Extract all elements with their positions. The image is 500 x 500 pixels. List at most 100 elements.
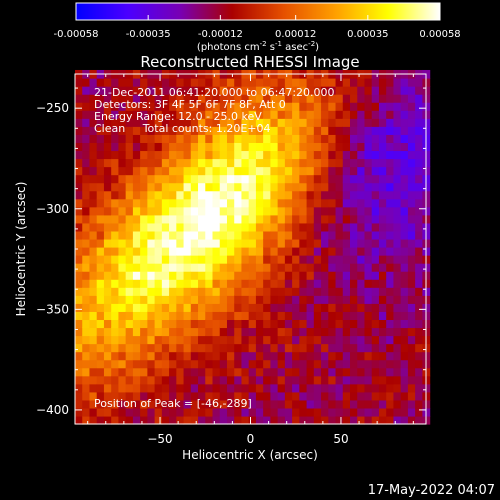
- heatmap-cell: [350, 142, 358, 152]
- heatmap-cell: [226, 383, 235, 393]
- heatmap-cell: [212, 206, 221, 216]
- heatmap-cell: [154, 126, 163, 135]
- heatmap-cell: [378, 255, 387, 264]
- heatmap-cell: [234, 287, 243, 296]
- heatmap-cell: [335, 190, 344, 200]
- heatmap-cell: [89, 134, 98, 143]
- heatmap-cell: [103, 351, 112, 361]
- heatmap-cell: [400, 279, 409, 288]
- heatmap-cell: [335, 222, 344, 232]
- heatmap-cell: [306, 255, 315, 264]
- heatmap-cell: [270, 399, 279, 409]
- heatmap-cell: [219, 78, 228, 87]
- heatmap-cell: [335, 295, 344, 304]
- heatmap-cell: [371, 174, 380, 184]
- heatmap-cell: [234, 359, 243, 369]
- heatmap-cell: [219, 86, 228, 95]
- heatmap-cell: [82, 142, 91, 152]
- colorbar-unit-sup3: -2: [308, 40, 315, 48]
- heatmap-cell: [140, 206, 148, 216]
- heatmap-cell: [183, 118, 192, 127]
- heatmap-cell: [299, 271, 308, 280]
- heatmap-cell: [292, 295, 300, 304]
- heatmap-cell: [125, 271, 134, 280]
- heatmap-cell: [415, 238, 423, 248]
- heatmap-cell: [219, 279, 228, 288]
- heatmap-cell: [169, 383, 177, 393]
- heatmap-cell: [364, 78, 373, 87]
- heatmap-cell: [306, 142, 315, 152]
- heatmap-cell: [169, 255, 177, 264]
- heatmap-cell: [226, 230, 235, 240]
- heatmap-cell: [183, 166, 192, 176]
- heatmap-cell: [118, 359, 127, 369]
- heatmap-cell: [371, 198, 380, 208]
- heatmap-cell: [350, 383, 358, 393]
- heatmap-cell: [335, 343, 344, 353]
- heatmap-cell: [190, 327, 199, 337]
- heatmap-cell: [415, 295, 423, 304]
- heatmap-cell: [255, 351, 264, 361]
- heatmap-cell: [357, 238, 366, 248]
- heatmap-cell: [299, 391, 308, 401]
- heatmap-cell: [306, 198, 315, 208]
- heatmap-cell: [125, 190, 134, 200]
- heatmap-cell: [183, 190, 192, 200]
- heatmap-cell: [263, 415, 271, 425]
- heatmap-cell: [277, 110, 286, 119]
- heatmap-cell: [277, 230, 286, 240]
- heatmap-cell: [292, 246, 300, 256]
- heatmap-cell: [111, 246, 120, 256]
- heatmap-cell: [226, 303, 235, 312]
- heatmap-cell: [103, 343, 112, 353]
- heatmap-cell: [169, 311, 177, 321]
- heatmap-cell: [248, 255, 257, 264]
- heatmap-cell: [313, 174, 322, 184]
- heatmap-cell: [190, 198, 199, 208]
- heatmap-cell: [263, 182, 271, 192]
- heatmap-cell: [371, 391, 380, 401]
- heatmap-cell: [198, 359, 206, 369]
- heatmap-cell: [75, 142, 83, 152]
- heatmap-cell: [118, 86, 127, 95]
- heatmap-cell: [364, 407, 373, 417]
- heatmap-cell: [82, 375, 91, 385]
- heatmap-cell: [299, 182, 308, 192]
- heatmap-cell: [393, 222, 402, 232]
- heatmap-cell: [140, 391, 148, 401]
- heatmap-cells: [75, 69, 431, 425]
- heatmap-cell: [111, 351, 120, 361]
- heatmap-cell: [364, 287, 373, 296]
- heatmap-cell: [111, 335, 120, 345]
- heatmap-cell: [96, 102, 105, 111]
- heatmap-cell: [371, 110, 380, 119]
- heatmap-cell: [364, 246, 373, 256]
- heatmap-cell: [103, 303, 112, 312]
- heatmap-cell: [96, 174, 105, 184]
- heatmap-cell: [190, 86, 199, 95]
- heatmap-cell: [393, 255, 402, 264]
- heatmap-cell: [248, 198, 257, 208]
- heatmap-cell: [125, 206, 134, 216]
- heatmap-cell: [205, 335, 214, 345]
- heatmap-cell: [147, 206, 156, 216]
- heatmap-cell: [393, 311, 402, 321]
- heatmap-cell: [190, 246, 199, 256]
- heatmap-cell: [306, 375, 315, 385]
- heatmap-cell: [407, 263, 416, 272]
- heatmap-cell: [82, 367, 91, 377]
- heatmap-cell: [125, 343, 134, 353]
- heatmap-cell: [407, 134, 416, 143]
- heatmap-cell: [306, 415, 315, 425]
- heatmap-cell: [255, 271, 264, 280]
- heatmap-cell: [176, 102, 185, 111]
- heatmap-cell: [169, 230, 177, 240]
- heatmap-cell: [378, 174, 387, 184]
- heatmap-cell: [263, 118, 271, 127]
- heatmap-cell: [357, 150, 366, 160]
- heatmap-cell: [407, 287, 416, 296]
- heatmap-cell: [378, 311, 387, 321]
- heatmap-cell: [415, 343, 423, 353]
- heatmap-cell: [350, 246, 358, 256]
- heatmap-cell: [176, 190, 185, 200]
